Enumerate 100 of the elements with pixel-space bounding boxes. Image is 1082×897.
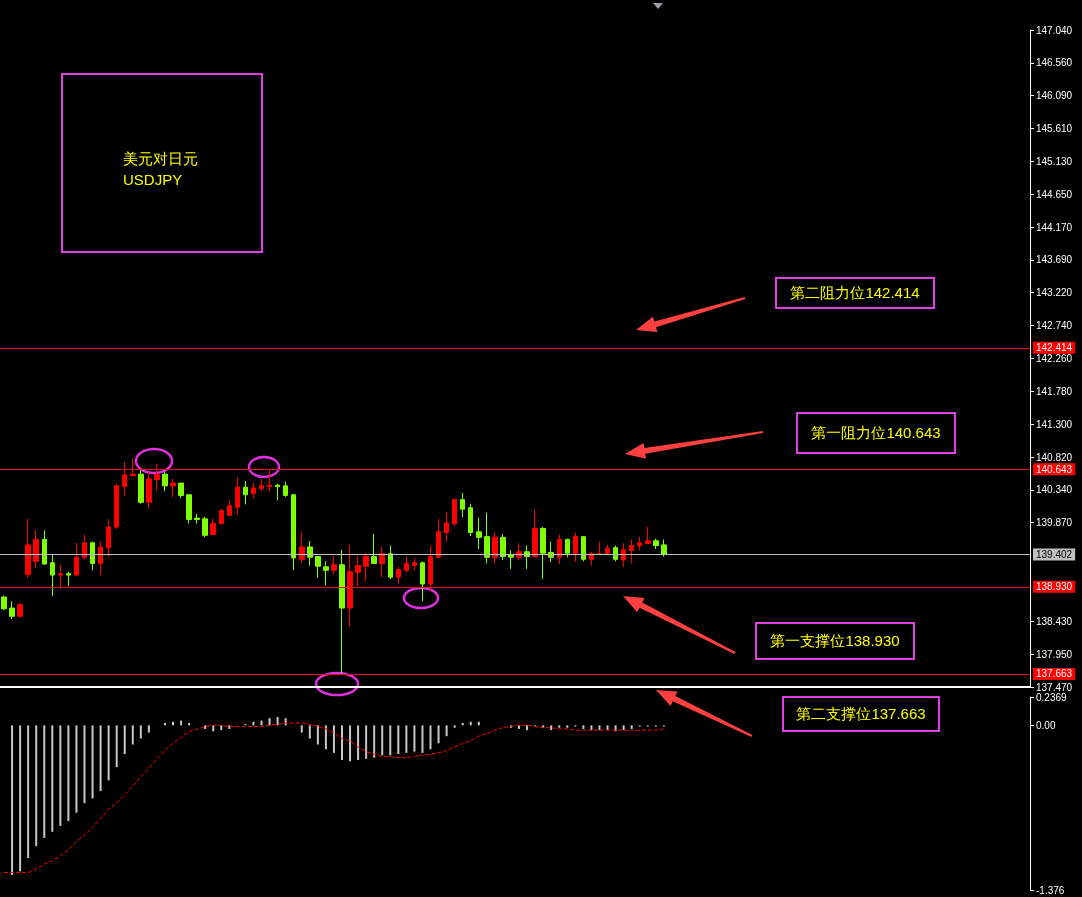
bar <box>332 725 335 753</box>
y-tick-label: 142.740 <box>1036 319 1073 331</box>
candlestick <box>323 560 329 586</box>
bar <box>204 725 207 729</box>
candlestick <box>363 552 369 582</box>
candlestick <box>436 518 441 559</box>
candlestick <box>291 493 296 571</box>
annotation: 第一支撑位138.930 <box>755 622 915 660</box>
bar <box>582 725 585 729</box>
bar <box>115 725 118 768</box>
ref-line-label: 137.663 <box>1036 668 1073 680</box>
y-tick-label: 143.220 <box>1036 286 1073 298</box>
candlestick <box>331 555 337 575</box>
bar <box>99 725 102 792</box>
bar <box>373 725 376 758</box>
candlestick <box>307 540 313 566</box>
y-tick-label: 140.820 <box>1036 451 1073 463</box>
bar <box>308 725 311 739</box>
bar <box>526 725 529 731</box>
candlestick <box>98 540 103 576</box>
annotation: 第二支撑位137.663 <box>782 696 940 732</box>
bar <box>316 725 319 745</box>
candlestick <box>1 595 7 611</box>
y-tick-label: 0.2369 <box>1036 691 1068 703</box>
y-tick-label: 138.430 <box>1036 615 1073 627</box>
bar <box>365 725 368 759</box>
candlestick <box>420 560 425 602</box>
candlestick <box>404 556 409 574</box>
bar <box>429 725 432 750</box>
candlestick <box>243 480 248 505</box>
candlestick <box>476 516 482 550</box>
candlestick <box>170 478 176 499</box>
candlestick <box>653 538 659 550</box>
candlestick <box>74 542 79 576</box>
y-tick-label: 144.170 <box>1036 221 1073 233</box>
candlestick <box>9 600 15 620</box>
bar <box>147 725 150 733</box>
candlestick <box>371 533 377 564</box>
bar <box>300 725 303 733</box>
candlestick <box>492 532 498 564</box>
candlestick <box>484 512 490 564</box>
candlestick <box>532 509 538 558</box>
candlestick <box>412 558 417 571</box>
candlestick <box>186 494 192 525</box>
y-tick-label: 146.560 <box>1036 57 1073 69</box>
y-tick-label: 139.870 <box>1036 516 1073 528</box>
candlestick <box>66 571 71 587</box>
candlestick <box>315 556 321 579</box>
bar <box>413 725 416 752</box>
bar <box>453 725 456 728</box>
candlestick <box>605 544 610 556</box>
candlestick <box>106 518 111 558</box>
ref-line-label: 138.930 <box>1036 581 1073 593</box>
y-tick-label: 145.130 <box>1036 155 1073 167</box>
candlestick <box>645 526 651 545</box>
y-tick-label: 140.340 <box>1036 484 1073 496</box>
bar <box>397 725 400 755</box>
candlestick <box>444 511 449 542</box>
candlestick <box>557 534 562 565</box>
bar <box>389 725 392 756</box>
bar <box>349 725 352 762</box>
candlestick <box>178 482 184 499</box>
bar <box>11 725 14 875</box>
candlestick <box>299 531 305 564</box>
bar <box>83 725 86 804</box>
candlestick <box>42 529 47 565</box>
candlestick <box>90 540 95 571</box>
bar <box>67 725 70 822</box>
bar <box>550 725 553 731</box>
bar <box>324 725 327 750</box>
bar <box>123 725 126 755</box>
bar <box>340 725 343 761</box>
candlestick <box>388 545 393 580</box>
candlestick <box>379 546 385 578</box>
bar <box>59 725 62 826</box>
candlestick <box>565 538 570 558</box>
candlestick <box>629 538 634 564</box>
y-tick-label: 145.610 <box>1036 122 1073 134</box>
candlestick <box>219 508 224 525</box>
candlestick <box>227 499 232 516</box>
candlestick <box>396 566 401 584</box>
candlestick <box>339 549 345 674</box>
y-tick-label: 0.00 <box>1036 719 1056 731</box>
ref-line-label: 139.402 <box>1036 549 1073 560</box>
bar <box>51 725 54 832</box>
annotation: 第二阻力位142.414 <box>775 277 935 309</box>
candlestick <box>162 470 168 492</box>
y-tick-label: 141.780 <box>1036 385 1073 397</box>
bar <box>558 725 561 728</box>
y-tick-label: 137.470 <box>1036 681 1073 693</box>
bar <box>35 725 38 847</box>
candlestick <box>573 532 578 563</box>
annotation: 第一阻力位140.643 <box>796 412 956 454</box>
bar <box>421 725 424 753</box>
candlestick <box>17 602 23 618</box>
bar <box>107 725 110 781</box>
candlestick <box>251 482 256 499</box>
candlestick <box>613 545 618 562</box>
candlestick <box>82 534 87 560</box>
y-tick-label: 141.300 <box>1036 418 1073 430</box>
